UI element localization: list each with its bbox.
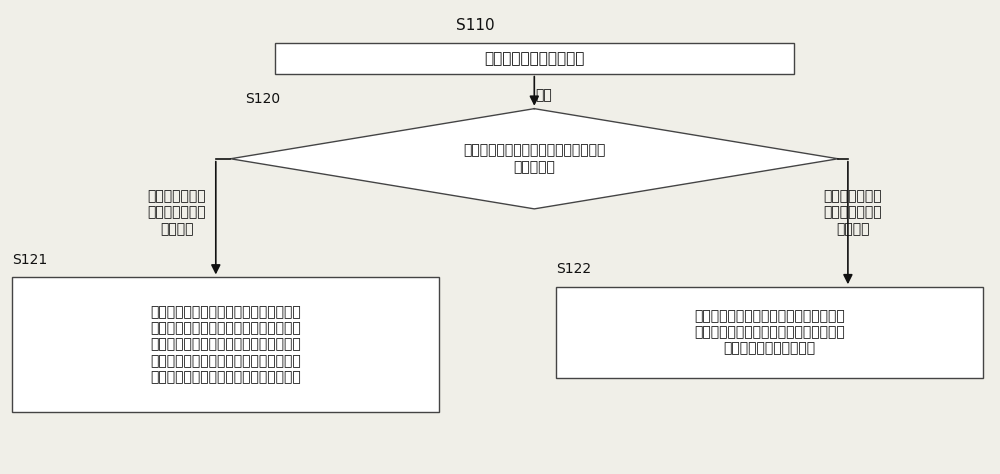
Text: 检测: 检测 <box>536 88 552 102</box>
Text: 当所述本次晶片批次为第二变更等级的晶
片批次，选择本次晶片批次为所述可适用
所述变更申请的晶片批次: 当所述本次晶片批次为第二变更等级的晶 片批次，选择本次晶片批次为所述可适用 所述… <box>694 309 845 356</box>
Text: S120: S120 <box>245 92 280 106</box>
Polygon shape <box>230 109 838 209</box>
Text: S110: S110 <box>456 18 495 33</box>
Text: S122: S122 <box>556 263 591 276</box>
Text: 查找进行中的变更申请单: 查找进行中的变更申请单 <box>484 51 584 66</box>
Text: 本次晶片批次为
第一变更等级的
晶片批次: 本次晶片批次为 第一变更等级的 晶片批次 <box>147 189 206 236</box>
Bar <box>275 43 794 73</box>
Bar <box>12 277 439 412</box>
Text: 本次晶片批次为
第一变更等级的
晶片批次: 本次晶片批次为 第一变更等级的 晶片批次 <box>823 189 882 236</box>
Bar <box>556 287 983 378</box>
Text: 本次晶片批次是否可适用所述进行中的
变更申请单: 本次晶片批次是否可适用所述进行中的 变更申请单 <box>463 144 605 174</box>
Text: S121: S121 <box>12 253 48 266</box>
Text: 检查本次晶片批次是否已被应用于其他变
更申请单中；若是则更换下一晶片批次继
续检测或等待本次晶片批次在其他变更申
请单中应用完毕，若否则选择本次晶片批
次为所述: 检查本次晶片批次是否已被应用于其他变 更申请单中；若是则更换下一晶片批次继 续检… <box>150 305 301 384</box>
